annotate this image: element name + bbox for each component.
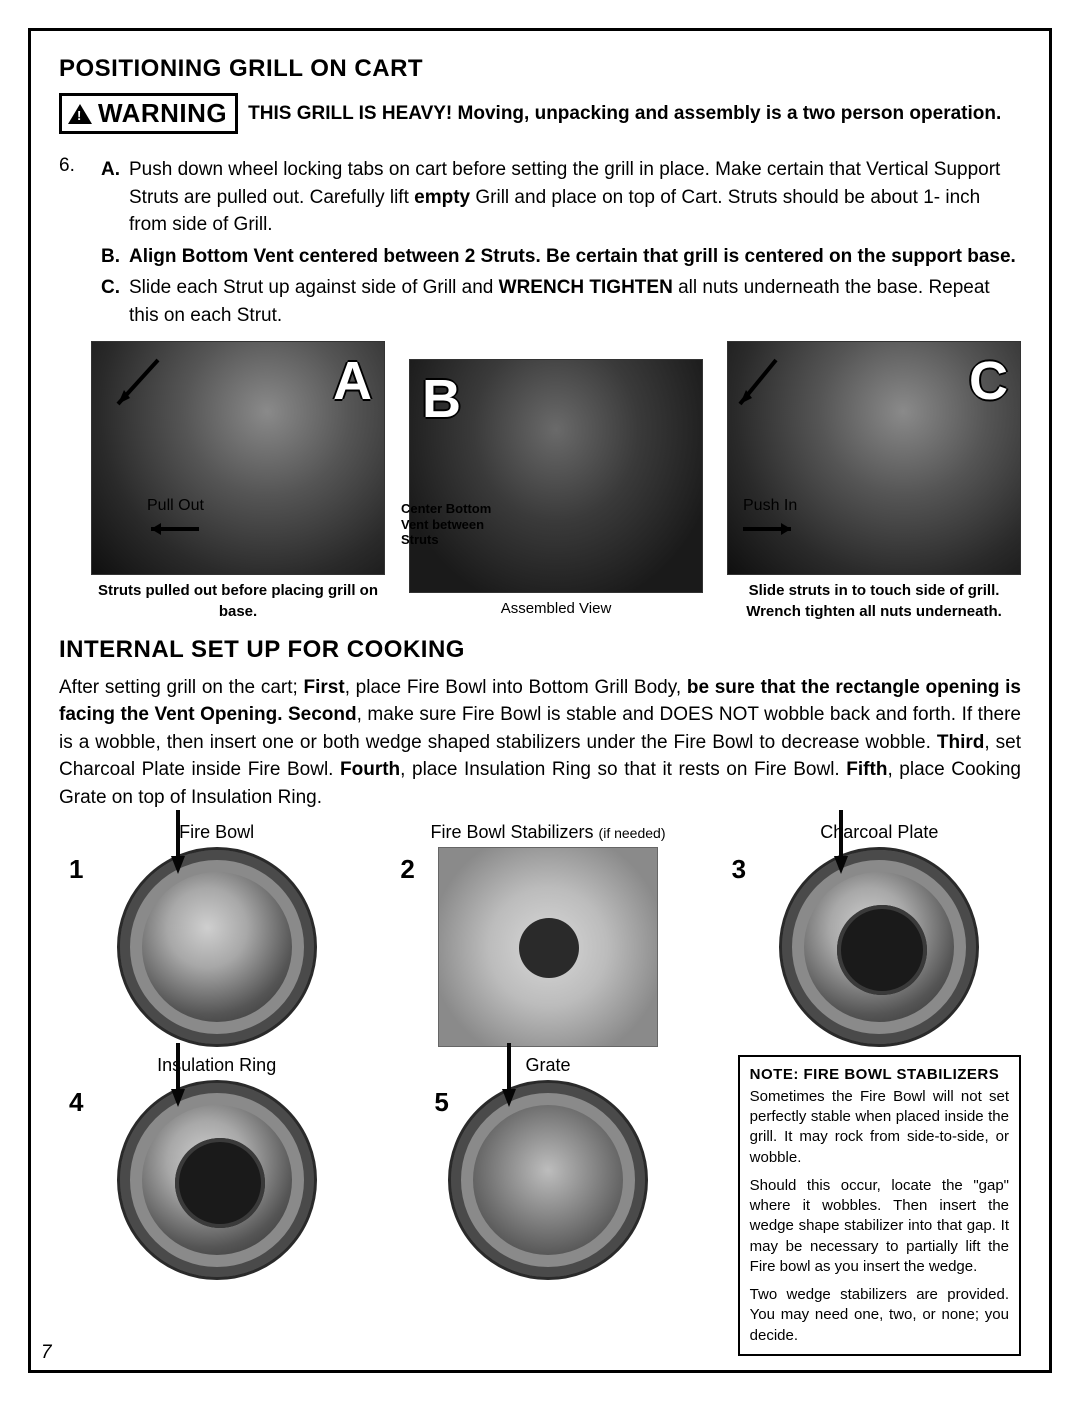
arrow-right-icon — [737, 519, 807, 539]
warning-text: THIS GRILL IS HEAVY! Moving, unpacking a… — [248, 103, 1001, 125]
page-number: 7 — [41, 1342, 52, 1364]
warning-label: WARNING — [98, 98, 227, 129]
setup-item-2: Fire Bowl Stabilizers (if needed) 2 — [406, 822, 689, 1047]
p1-fourth: Fourth — [340, 759, 400, 780]
setup-item-3-title: Charcoal Plate — [738, 822, 1021, 843]
step-body: A. Push down wheel locking tabs on cart … — [101, 152, 1021, 329]
substep-a-letter: A. — [101, 156, 123, 239]
warning-triangle-icon — [68, 104, 92, 124]
figure-a-pullout-label: Pull Out — [147, 497, 204, 515]
setup-item-1-image — [117, 847, 317, 1047]
warning-row: WARNING THIS GRILL IS HEAVY! Moving, unp… — [59, 93, 1021, 134]
figure-a-image: A — [91, 341, 385, 575]
p1-a: After setting grill on the cart; — [59, 677, 304, 698]
setup-item-3: Charcoal Plate 3 — [738, 822, 1021, 1047]
substep-b-text: Align Bottom Vent centered between 2 Str… — [129, 243, 1016, 271]
setup-item-2-image — [438, 847, 658, 1047]
substep-c-text: Slide each Strut up against side of Gril… — [129, 274, 1021, 329]
p1-third: Third — [937, 732, 985, 753]
note-box: NOTE: FIRE BOWL STABILIZERS Sometimes th… — [738, 1055, 1021, 1356]
substep-c-bold: WRENCH TIGHTEN — [499, 277, 673, 298]
section2-title: INTERNAL SET UP FOR COOKING — [59, 636, 1021, 664]
p1-b: , place Fire Bowl into Bottom Grill Body… — [345, 677, 687, 698]
arrow-icon — [98, 354, 178, 434]
note-p3: Two wedge stabilizers are provided. You … — [750, 1285, 1009, 1346]
p1-first: First — [304, 677, 345, 698]
note-title: NOTE: FIRE BOWL STABILIZERS — [750, 1065, 1009, 1085]
arrow-left-icon — [139, 519, 209, 539]
figure-row-abc: BEFORE A Pull Out Struts pulled out befo… — [91, 341, 1021, 622]
figure-a-caption: Struts pulled out before placing grill o… — [91, 581, 385, 622]
substep-c-letter: C. — [101, 274, 123, 329]
substep-b-letter: B. — [101, 243, 123, 271]
setup-item-2-title-sub: (if needed) — [599, 825, 666, 841]
substep-a-bold: empty — [414, 187, 470, 208]
setup-item-4-image — [117, 1080, 317, 1280]
figure-c-caption: Slide struts in to touch side of grill. … — [727, 581, 1021, 622]
figure-a: BEFORE A Pull Out Struts pulled out befo… — [91, 341, 385, 622]
warning-badge: WARNING — [59, 93, 238, 134]
substep-c-pre: Slide each Strut up against side of Gril… — [129, 277, 499, 298]
figure-b-vent-label: Center Bottom Vent between Struts — [401, 501, 501, 548]
setup-item-3-image — [779, 847, 979, 1047]
down-arrow-icon — [171, 856, 185, 874]
setup-item-5: Grate 5 — [406, 1055, 689, 1356]
p1-fifth: Fifth — [846, 759, 887, 780]
figure-c: AFTER C Push In Slide struts in to touch… — [727, 341, 1021, 622]
figure-c-pushin-label: Push In — [743, 497, 797, 515]
note-cell: NOTE: FIRE BOWL STABILIZERS Sometimes th… — [738, 1055, 1021, 1356]
setup-item-2-num: 2 — [400, 854, 414, 885]
substep-a: A. Push down wheel locking tabs on cart … — [101, 156, 1021, 239]
figure-b-caption: Assembled View — [409, 599, 703, 619]
substep-b: B. Align Bottom Vent centered between 2 … — [101, 243, 1021, 271]
setup-item-5-image — [448, 1080, 648, 1280]
step-number: 6. — [59, 152, 85, 329]
setup-item-4-title: Insulation Ring — [75, 1055, 358, 1076]
figure-c-image: C — [727, 341, 1021, 575]
setup-item-1: Fire Bowl 1 — [75, 822, 358, 1047]
page-frame: POSITIONING GRILL ON CART WARNING THIS G… — [28, 28, 1052, 1373]
down-arrow-icon — [171, 1089, 185, 1107]
section2-paragraph: After setting grill on the cart; First, … — [59, 674, 1021, 812]
setup-item-1-num: 1 — [69, 854, 83, 885]
setup-item-5-num: 5 — [434, 1087, 448, 1118]
setup-item-2-title: Fire Bowl Stabilizers (if needed) — [406, 822, 689, 843]
note-p1: Sometimes the Fire Bowl will not set per… — [750, 1087, 1009, 1168]
figure-b-letter: B — [422, 368, 461, 430]
setup-item-1-title: Fire Bowl — [75, 822, 358, 843]
p1-e: , place Insulation Ring so that it rests… — [400, 759, 846, 780]
setup-item-3-num: 3 — [732, 854, 746, 885]
setup-grid: Fire Bowl 1 Fire Bowl Stabilizers (if ne… — [75, 822, 1021, 1356]
setup-item-4-num: 4 — [69, 1087, 83, 1118]
figure-b-image: B — [409, 359, 703, 593]
substep-a-text: Push down wheel locking tabs on cart bef… — [129, 156, 1021, 239]
figure-a-letter: A — [333, 350, 372, 412]
substep-c: C. Slide each Strut up against side of G… — [101, 274, 1021, 329]
setup-item-4: Insulation Ring 4 — [75, 1055, 358, 1356]
step-6: 6. A. Push down wheel locking tabs on ca… — [59, 152, 1021, 329]
setup-item-5-title: Grate — [406, 1055, 689, 1076]
down-arrow-icon — [502, 1089, 516, 1107]
setup-item-2-title-main: Fire Bowl Stabilizers — [430, 822, 593, 842]
figure-c-letter: C — [969, 350, 1008, 412]
arrow-icon — [727, 354, 806, 434]
note-p2: Should this occur, locate the "gap" wher… — [750, 1176, 1009, 1277]
down-arrow-icon — [834, 856, 848, 874]
figure-b: B Center Bottom Vent between Struts Asse… — [409, 341, 703, 622]
section1-title: POSITIONING GRILL ON CART — [59, 55, 1021, 83]
